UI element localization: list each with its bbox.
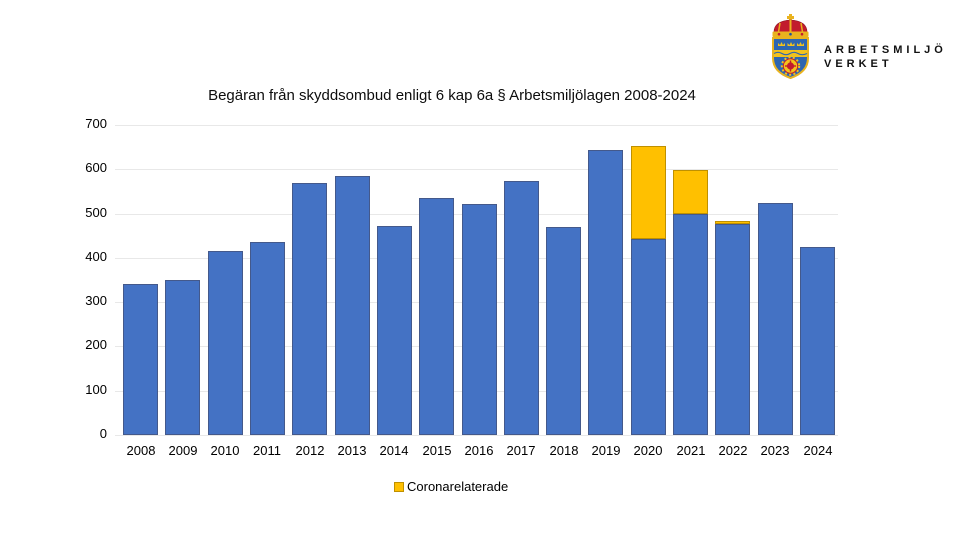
arbetsmiljoverket-logo: ARBETSMILJÖ VERKET bbox=[768, 14, 943, 80]
x-tick-label-2022: 2022 bbox=[718, 443, 748, 458]
x-tick-label-2023: 2023 bbox=[760, 443, 790, 458]
bar-2021 bbox=[673, 214, 708, 435]
gridline-y-600 bbox=[115, 169, 838, 171]
bar-2018 bbox=[546, 227, 581, 435]
x-tick-label-2016: 2016 bbox=[464, 443, 494, 458]
bar-2020-corona bbox=[631, 146, 666, 239]
x-tick-label-2018: 2018 bbox=[549, 443, 579, 458]
y-tick-label-300: 300 bbox=[85, 293, 107, 309]
x-tick-label-2020: 2020 bbox=[633, 443, 663, 458]
bar-2009 bbox=[165, 280, 200, 435]
legend-swatch-coronarelaterade bbox=[394, 481, 404, 492]
y-tick-label-400: 400 bbox=[85, 248, 107, 264]
x-tick-label-2011: 2011 bbox=[253, 443, 281, 458]
x-tick-label-2024: 2024 bbox=[803, 443, 833, 458]
legend: Coronarelaterade bbox=[394, 479, 508, 494]
swedish-coat-of-arms-icon bbox=[772, 14, 809, 79]
bar-2019 bbox=[588, 150, 623, 435]
x-tick-label-2010: 2010 bbox=[210, 443, 240, 458]
y-tick-label-600: 600 bbox=[85, 160, 107, 176]
legend-label-coronarelaterade: Coronarelaterade bbox=[407, 479, 509, 494]
bar-2008 bbox=[123, 284, 158, 435]
x-tick-label-2012: 2012 bbox=[295, 443, 325, 458]
chart-title: Begäran från skyddsombud enligt 6 kap 6a… bbox=[208, 87, 696, 104]
bar-2020 bbox=[631, 239, 666, 435]
y-tick-label-0: 0 bbox=[99, 426, 107, 441]
bar-2022-corona bbox=[715, 221, 750, 224]
y-tick-label-100: 100 bbox=[85, 381, 107, 397]
gridline-y-0 bbox=[115, 435, 838, 436]
bar-2023 bbox=[758, 203, 793, 435]
y-tick-label-700: 700 bbox=[85, 116, 107, 131]
bar-2017 bbox=[504, 181, 539, 435]
y-tick-label-200: 200 bbox=[85, 337, 107, 353]
gridline-y-700 bbox=[115, 125, 838, 126]
x-tick-label-2017: 2017 bbox=[506, 443, 536, 458]
x-tick-label-2014: 2014 bbox=[379, 443, 409, 458]
bar-2024 bbox=[800, 247, 835, 435]
x-tick-label-2015: 2015 bbox=[422, 443, 452, 458]
bar-2010 bbox=[208, 251, 243, 435]
bar-2022 bbox=[715, 224, 750, 435]
bar-2015 bbox=[419, 198, 454, 435]
logo-text-line2: VERKET bbox=[824, 58, 893, 70]
x-tick-label-2019: 2019 bbox=[591, 443, 621, 458]
bar-2011 bbox=[250, 242, 285, 435]
x-tick-label-2009: 2009 bbox=[168, 443, 198, 458]
bar-2016 bbox=[462, 204, 497, 435]
x-tick-label-2021: 2021 bbox=[676, 443, 706, 458]
bar-2013 bbox=[335, 176, 370, 435]
y-tick-label-500: 500 bbox=[85, 204, 107, 220]
bar-2021-corona bbox=[673, 170, 708, 214]
logo-text-line1: ARBETSMILJÖ bbox=[824, 44, 947, 56]
x-tick-label-2008: 2008 bbox=[126, 443, 156, 458]
bar-2012 bbox=[292, 183, 327, 435]
bar-2014 bbox=[377, 226, 412, 435]
x-tick-label-2013: 2013 bbox=[337, 443, 367, 458]
